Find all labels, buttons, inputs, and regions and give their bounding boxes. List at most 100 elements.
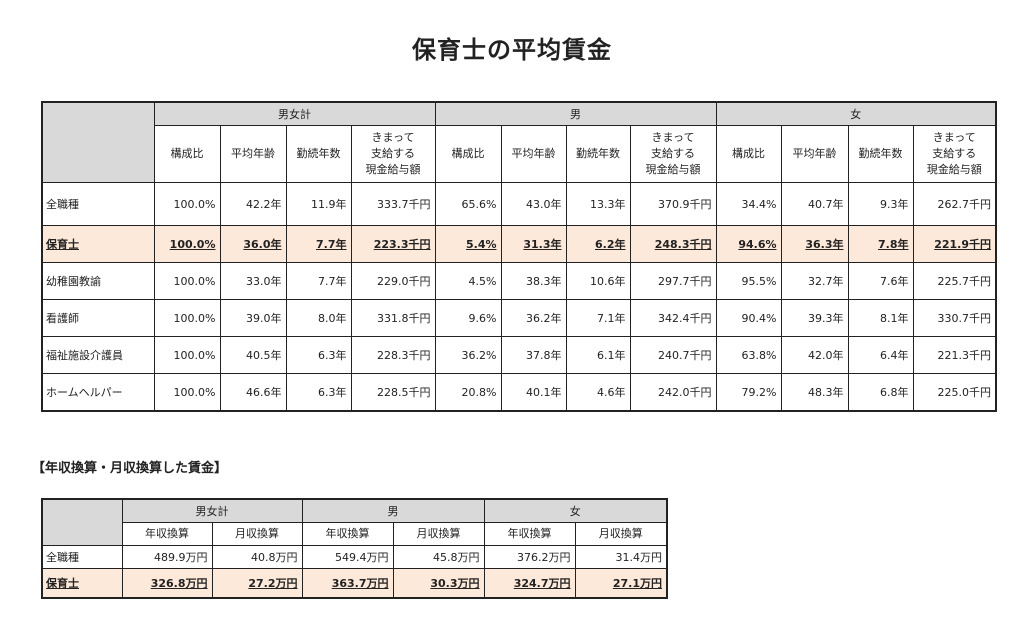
table-cell: 42.0年 [780, 336, 849, 374]
table-cell: 100.0% [153, 336, 221, 374]
table-cell: 31.3年 [500, 225, 567, 263]
table-cell: 7.6年 [847, 262, 914, 300]
table-cell: 225.0千円 [912, 373, 997, 412]
table-cell: 100.0% [153, 182, 221, 226]
table-row: 保育士 326.8万円 27.2万円 363.7万円 30.3万円 324.7万円 27.1… [41, 568, 668, 599]
column-header: 平均年齢 [500, 125, 567, 183]
table-cell: 63.8% [715, 336, 782, 374]
table-cell: 370.9千円 [629, 182, 717, 226]
row-label: 看護師 [41, 299, 155, 337]
table-cell: 33.0年 [219, 262, 287, 300]
column-header: 年収換算 [121, 522, 213, 546]
table-cell: 6.1年 [565, 336, 631, 374]
average-wage-table: 男女計男女構成比 平均年齢 勤続年数 きまって 支給する 現金給与額 構成比 平均年齢 勤続年数… [41, 101, 997, 412]
table-cell: 248.3千円 [629, 225, 717, 263]
table-cell: 30.3万円 [392, 568, 485, 599]
table-cell: 100.0% [153, 262, 221, 300]
table-cell: 46.6年 [219, 373, 287, 412]
table-cell: 9.3年 [847, 182, 914, 226]
table-cell: 90.4% [715, 299, 782, 337]
table-row: 保育士 100.0% 36.0年 7.7年 223.3千円 5.4% 31.3年 6.2年 24… [41, 225, 997, 263]
table-cell: 27.2万円 [211, 568, 303, 599]
table-row: 全職種 489.9万円 40.8万円 549.4万円 45.8万円 376.2万円 31.4… [41, 545, 668, 569]
table-cell: 20.8% [434, 373, 502, 412]
row-label: 全職種 [41, 182, 155, 226]
group-header: 女 [715, 101, 997, 126]
column-header: 平均年齢 [219, 125, 287, 183]
group-header: 男 [434, 101, 717, 126]
table-cell: 40.7年 [780, 182, 849, 226]
table-cell: 94.6% [715, 225, 782, 263]
table-cell: 342.4千円 [629, 299, 717, 337]
table-cell: 10.6年 [565, 262, 631, 300]
table-cell: 363.7万円 [301, 568, 394, 599]
column-header: 月収換算 [574, 522, 668, 546]
row-label: 全職種 [41, 545, 123, 569]
table-cell: 7.1年 [565, 299, 631, 337]
table-cell: 27.1万円 [574, 568, 668, 599]
table-cell: 79.2% [715, 373, 782, 412]
column-header: 勤続年数 [847, 125, 914, 183]
table-cell: 221.9千円 [912, 225, 997, 263]
group-header: 男 [301, 498, 485, 523]
column-header: 構成比 [715, 125, 782, 183]
table-cell: 223.3千円 [350, 225, 436, 263]
table-cell: 6.4年 [847, 336, 914, 374]
table-row: 全職種 100.0% 42.2年 11.9年 333.7千円 65.6% 43.0年 13.3… [41, 182, 997, 226]
table-cell: 333.7千円 [350, 182, 436, 226]
table-cell: 36.0年 [219, 225, 287, 263]
table-cell: 65.6% [434, 182, 502, 226]
table-cell: 262.7千円 [912, 182, 997, 226]
table-cell: 36.2年 [500, 299, 567, 337]
table-cell: 45.8万円 [392, 545, 485, 569]
column-header: 構成比 [153, 125, 221, 183]
column-header: きまって 支給する 現金給与額 [629, 125, 717, 183]
table-cell: 4.5% [434, 262, 502, 300]
column-header: きまって 支給する 現金給与額 [350, 125, 436, 183]
column-header: 年収換算 [301, 522, 394, 546]
page-title: 保育士の平均賃金 [412, 36, 612, 64]
table-cell: 48.3年 [780, 373, 849, 412]
table-cell: 100.0% [153, 373, 221, 412]
annual-monthly-wage-table: 男女計男女年収換算 月収換算 年収換算 月収換算 年収換算 月収換算 全職種 489.9万円 4… [41, 498, 668, 599]
table-cell: 376.2万円 [483, 545, 576, 569]
table-cell: 8.1年 [847, 299, 914, 337]
row-label: 幼稚園教諭 [41, 262, 155, 300]
table-cell: 5.4% [434, 225, 502, 263]
table-row: 幼稚園教諭 100.0% 33.0年 7.7年 229.0千円 4.5% 38.3年 10.6… [41, 262, 997, 300]
table-cell: 228.3千円 [350, 336, 436, 374]
column-header: 勤続年数 [285, 125, 352, 183]
table-cell: 40.5年 [219, 336, 287, 374]
table-cell: 39.3年 [780, 299, 849, 337]
table-cell: 31.4万円 [574, 545, 668, 569]
corner-cell [41, 101, 155, 183]
column-header: 年収換算 [483, 522, 576, 546]
table-cell: 36.3年 [780, 225, 849, 263]
table-cell: 324.7万円 [483, 568, 576, 599]
row-label: 保育士 [41, 225, 155, 263]
table-row: 看護師 100.0% 39.0年 8.0年 331.8千円 9.6% 36.2年 7.1年 34… [41, 299, 997, 337]
table-cell: 37.8年 [500, 336, 567, 374]
column-header: 平均年齢 [780, 125, 849, 183]
corner-cell [41, 498, 123, 546]
table-cell: 225.7千円 [912, 262, 997, 300]
table-cell: 242.0千円 [629, 373, 717, 412]
row-label: 保育士 [41, 568, 123, 599]
row-label: ホームヘルパー [41, 373, 155, 412]
table-cell: 36.2% [434, 336, 502, 374]
table-cell: 6.2年 [565, 225, 631, 263]
table-cell: 100.0% [153, 299, 221, 337]
table-cell: 9.6% [434, 299, 502, 337]
table-cell: 7.7年 [285, 225, 352, 263]
section-title-annual-monthly: 【年収換算・月収換算した賃金】 [32, 461, 228, 476]
table-cell: 6.3年 [285, 336, 352, 374]
table-row: 福祉施設介護員 100.0% 40.5年 6.3年 228.3千円 36.2% 37.8年 6… [41, 336, 997, 374]
table-cell: 549.4万円 [301, 545, 394, 569]
table-cell: 8.0年 [285, 299, 352, 337]
table-cell: 330.7千円 [912, 299, 997, 337]
table-cell: 297.7千円 [629, 262, 717, 300]
table-cell: 7.7年 [285, 262, 352, 300]
table-cell: 42.2年 [219, 182, 287, 226]
table-cell: 326.8万円 [121, 568, 213, 599]
table-cell: 221.3千円 [912, 336, 997, 374]
